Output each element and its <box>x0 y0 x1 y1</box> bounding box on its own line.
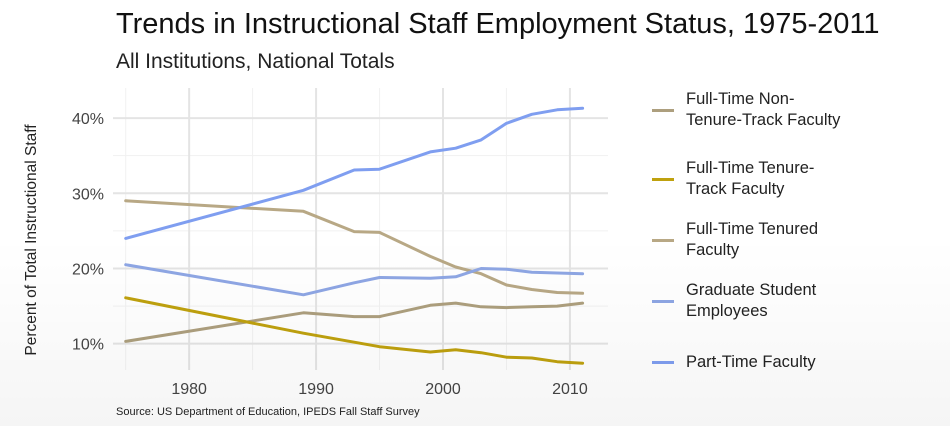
y-tick-label: 20% <box>72 261 104 278</box>
series-line-4 <box>124 106 585 240</box>
legend-swatch <box>652 299 674 303</box>
legend-label: Full-Time Tenured Faculty <box>686 220 819 259</box>
y-tick-label: 40% <box>72 111 104 128</box>
chart-subtitle: All Institutions, National Totals <box>116 50 395 73</box>
legend-item: Full-Time Tenured Faculty <box>652 219 818 261</box>
series-line-2 <box>124 199 585 295</box>
legend-item: Full-Time Non- Tenure-Track Faculty <box>652 89 840 131</box>
legend-swatch <box>652 238 674 242</box>
legend-label: Full-Time Non- Tenure-Track Faculty <box>686 90 841 129</box>
series-line-3 <box>124 263 585 297</box>
x-tick-label: 1990 <box>298 381 334 398</box>
x-tick-label: 2000 <box>425 381 461 398</box>
legend-swatch <box>652 108 674 112</box>
series-lines <box>124 106 585 365</box>
legend-item: Graduate Student Employees <box>652 280 816 322</box>
x-tick-label: 2010 <box>552 381 588 398</box>
source-note: Source: US Department of Education, IPED… <box>116 406 420 418</box>
tick-labels: 1980 1990 2000 2010 10% 20% 30% 40% <box>72 111 588 398</box>
series-line-0 <box>124 301 585 343</box>
legend-swatch <box>652 361 674 364</box>
legend-swatch <box>652 177 674 181</box>
chart-title: Trends in Instructional Staff Employment… <box>116 8 880 40</box>
legend-item: Part-Time Faculty <box>652 352 816 373</box>
legend-item: Full-Time Tenure- Track Faculty <box>652 158 814 200</box>
legend-label: Graduate Student Employees <box>686 281 817 320</box>
legend: Full-Time Non- Tenure-Track Faculty Full-… <box>652 0 942 426</box>
grid-lines <box>113 88 608 370</box>
legend-label: Part-Time Faculty <box>686 353 816 371</box>
x-tick-label: 1980 <box>171 381 207 398</box>
series-line-1 <box>124 296 585 365</box>
y-tick-label: 30% <box>72 186 104 203</box>
legend-label: Full-Time Tenure- Track Faculty <box>686 159 815 198</box>
y-tick-label: 10% <box>72 337 104 354</box>
